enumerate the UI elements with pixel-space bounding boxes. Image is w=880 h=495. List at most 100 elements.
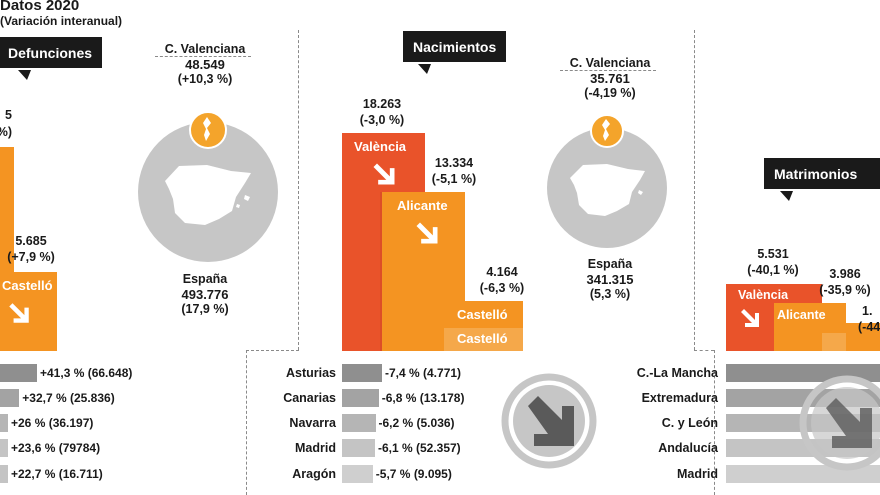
ranking-bar [0, 439, 8, 457]
ranking-value: +41,3 % (66.648) [40, 366, 133, 380]
ranking-value: +23,6 % (79784) [11, 441, 101, 455]
ranking-label: Madrid [295, 441, 336, 455]
region-total-value: 35.761 [590, 71, 630, 86]
ranking-value: +22,7 % (16.711) [11, 467, 103, 481]
bar-value: 13.334 [434, 155, 474, 170]
bar-label: Castelló [457, 307, 508, 323]
down-arrow-circle-icon [799, 375, 880, 471]
spain-shape-icon [165, 165, 251, 225]
stat-underline [155, 56, 251, 57]
bar-change-valencia: %) [0, 125, 12, 139]
bar-label: Castelló [457, 331, 508, 346]
ranking-bar [342, 465, 373, 483]
page-subtitle: (Variación interanual) [0, 14, 123, 28]
bar-value-castello: 5.685 [15, 234, 47, 249]
page-title: Datos 2020 [0, 0, 80, 14]
bar-castello [846, 323, 880, 351]
arrow-down-right-icon [416, 222, 438, 244]
arrow-down-right-icon [9, 303, 29, 324]
bar-change: (-44 [858, 320, 880, 334]
bar-change: (-6,3 %) [479, 281, 525, 296]
bar-value: 3.986 [829, 266, 861, 281]
separator-1-h [246, 350, 299, 351]
spain-total-defunciones: España 493.776 (17,9 %) [150, 272, 260, 317]
ranking-label: Asturias [285, 366, 336, 380]
ranking-value: +26 % (36.197) [11, 416, 94, 430]
bar-change: (-5,1 %) [431, 171, 477, 186]
label-tail [780, 191, 793, 201]
arrow-down-right-icon [738, 306, 762, 335]
arrow-down-right-icon [370, 160, 398, 193]
ranking-label: Canarias [283, 391, 336, 405]
ranking-label: Andalucía [658, 441, 718, 455]
spain-total-label: España [587, 257, 633, 271]
section-label-defunciones: Defunciones [0, 37, 103, 68]
ranking-bar [0, 414, 8, 432]
separator-1-low [246, 350, 247, 495]
bar-value: 1. [862, 304, 873, 318]
stat-underline [560, 70, 656, 71]
bar-value: 18.263 [362, 97, 402, 111]
region-total-nacimientos: C. Valenciana 35.761 (-4,19 %) [555, 56, 665, 101]
separator-2 [694, 30, 695, 350]
bar-change-castello: (+7,9 %) [7, 250, 55, 265]
down-arrow-circle-icon [501, 373, 597, 469]
label-tail [418, 64, 431, 74]
bar-change: (-35,9 %) [819, 282, 871, 297]
arrow-down-right-icon [413, 219, 441, 252]
spain-total-label: España [182, 272, 228, 286]
region-total-defunciones: C. Valenciana 48.549 (+10,3 %) [150, 42, 260, 87]
ranking-label: Extremadura [641, 391, 718, 405]
region-total-label: C. Valenciana [569, 56, 651, 70]
separator-2-low [714, 350, 715, 495]
ranking-label: Navarra [289, 416, 336, 430]
ranking-value: +32,7 % (25.836) [22, 391, 115, 405]
spain-map-nacimientos [547, 114, 667, 248]
spain-shape-icon [570, 164, 645, 216]
bar-castello-shade [444, 328, 523, 351]
region-total-label: C. Valenciana [164, 42, 246, 56]
region-total-change: (+10,3 %) [177, 72, 233, 86]
spain-total-nacimientos: España 341.315 (5,3 %) [555, 257, 665, 302]
spain-total-change: (5,3 %) [589, 287, 631, 301]
spain-map-defunciones [138, 111, 278, 262]
ranking-value: -6,8 % (13.178) [381, 391, 465, 405]
bar-label-castello: Castelló [2, 278, 53, 294]
spain-total-value: 341.315 [586, 272, 634, 287]
ranking-value: -7,4 % (4.771) [385, 366, 462, 380]
bar-value: 4.164 [486, 265, 518, 280]
ranking-value: -5,7 % (9.095) [375, 467, 452, 481]
separator-1 [298, 30, 299, 350]
spain-total-value: 493.776 [181, 287, 229, 302]
ranking-label: C.-La Mancha [636, 366, 718, 380]
ranking-bar [342, 439, 375, 457]
bar-value-valencia: 5 [5, 108, 12, 122]
ranking-bar [342, 389, 379, 407]
region-total-value: 48.549 [185, 57, 225, 72]
ranking-value: -6,2 % (5.036) [378, 416, 455, 430]
bar-label: Alicante [777, 307, 826, 322]
ranking-bar [342, 364, 382, 382]
bar-value: 5.531 [757, 247, 789, 261]
region-total-change: (-4,19 %) [584, 86, 636, 100]
bar-change: (-3,0 %) [359, 113, 405, 127]
arrow-down-right-icon [741, 309, 759, 327]
ranking-bar [0, 389, 20, 407]
ranking-value: -6,1 % (52.357) [377, 441, 461, 455]
bar-change: (-40,1 %) [747, 263, 799, 277]
bar-label: Alicante [397, 197, 448, 213]
ranking-label: Madrid [677, 467, 718, 481]
spain-total-change: (17,9 %) [181, 302, 229, 316]
separator-2-h [694, 350, 714, 351]
section-label-matrimonios: Matrimonios [764, 158, 880, 189]
label-tail [18, 70, 31, 80]
ranking-bar [342, 414, 376, 432]
ranking-label: Aragón [292, 467, 336, 481]
bar-label: València [354, 139, 407, 154]
ranking-label: C. y León [661, 416, 718, 430]
bar-label: València [738, 288, 789, 302]
arrow-down-right-icon [373, 163, 395, 185]
ranking-bar [0, 465, 8, 483]
ranking-bar [0, 364, 37, 382]
arrow-down-right-icon [6, 300, 32, 331]
